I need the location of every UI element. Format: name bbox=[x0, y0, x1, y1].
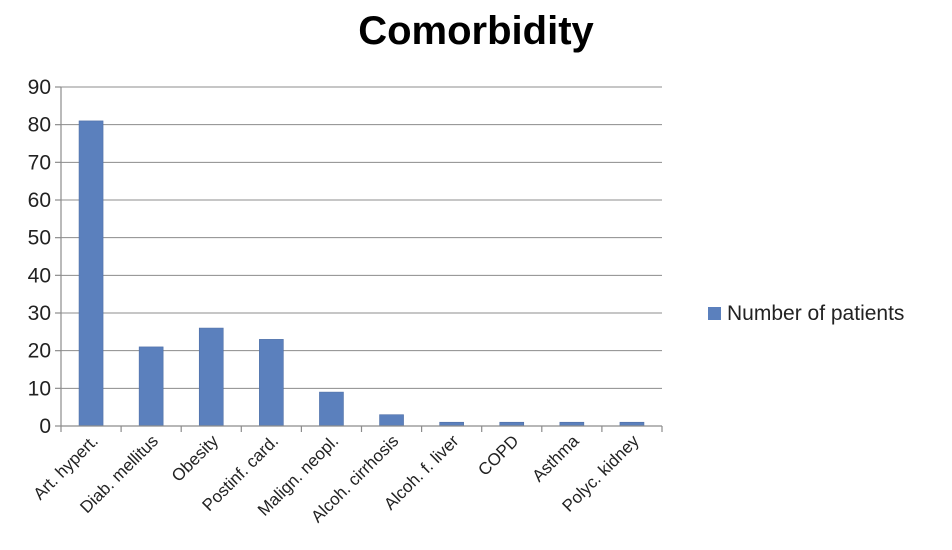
y-tick-label: 20 bbox=[28, 340, 51, 363]
bar bbox=[198, 327, 224, 427]
bars bbox=[78, 120, 645, 427]
chart-title: Comorbidity bbox=[358, 9, 594, 53]
bar bbox=[138, 346, 164, 427]
y-tick-label: 70 bbox=[28, 151, 51, 174]
bar bbox=[379, 414, 404, 427]
y-tick-label: 30 bbox=[28, 302, 51, 325]
x-category-label: Obesity bbox=[168, 431, 223, 486]
bar bbox=[78, 120, 104, 427]
x-category-label: COPD bbox=[474, 431, 522, 479]
x-category-label: Asthma bbox=[528, 431, 583, 486]
legend-swatch bbox=[708, 307, 721, 320]
legend-label: Number of patients bbox=[727, 302, 904, 325]
grid-lines bbox=[61, 86, 662, 389]
y-tick-label: 10 bbox=[28, 377, 51, 400]
y-tick-label: 60 bbox=[28, 189, 51, 212]
y-tick-label: 50 bbox=[28, 227, 51, 250]
y-tick-label: 0 bbox=[39, 415, 51, 438]
y-tick-label: 80 bbox=[28, 114, 51, 137]
y-axis-ticks: 0 10 20 30 40 50 60 70 80 90 bbox=[28, 76, 61, 438]
legend: Number of patients bbox=[708, 302, 904, 325]
bar bbox=[319, 391, 344, 427]
y-tick-label: 40 bbox=[28, 264, 51, 287]
axes bbox=[60, 87, 663, 432]
y-tick-label: 90 bbox=[28, 76, 51, 99]
x-axis-categories: Art. hypert.Diab. mellitus ObesityPostinf… bbox=[30, 431, 643, 526]
bar bbox=[259, 339, 284, 427]
